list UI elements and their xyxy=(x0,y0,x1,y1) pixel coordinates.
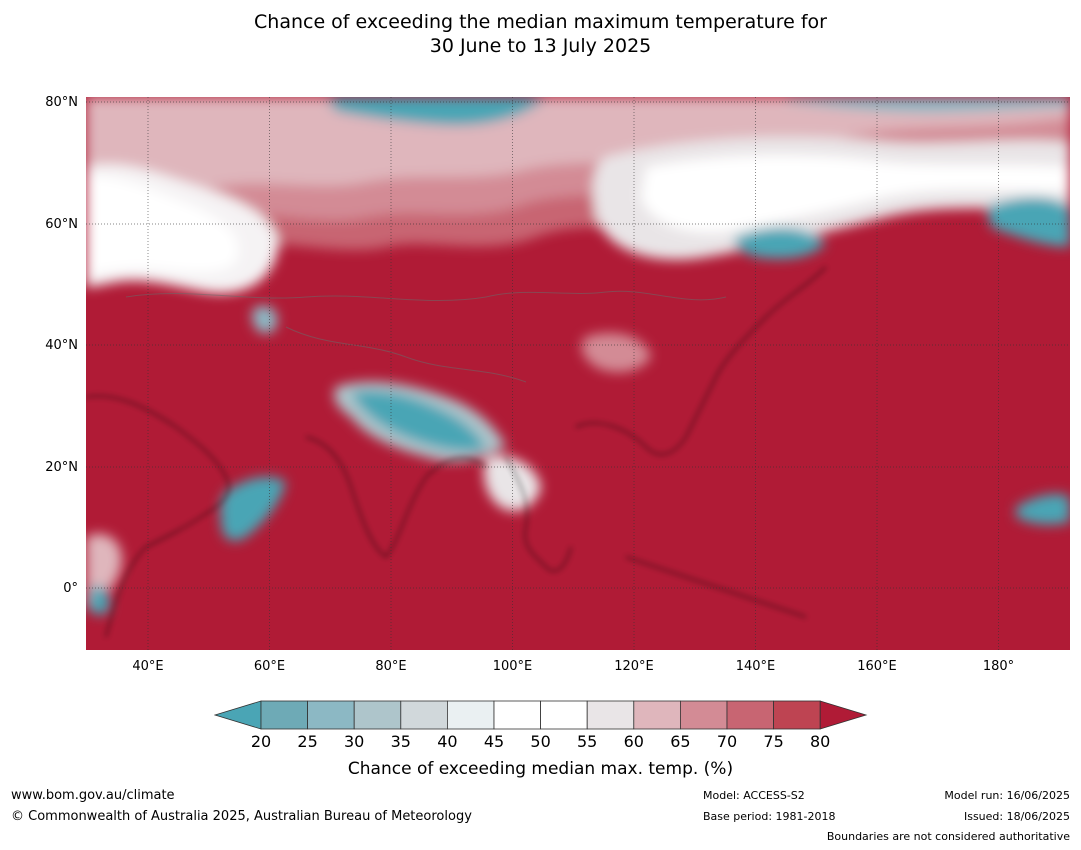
footer-base-period: Base period: 1981-2018 xyxy=(703,810,836,823)
colorbar-segment xyxy=(353,700,402,730)
colorbar-segment xyxy=(400,700,448,730)
colorbar-tick: 70 xyxy=(716,732,738,751)
colorbar-segment xyxy=(773,700,821,730)
colorbar xyxy=(214,700,868,730)
colorbar-arrow-high xyxy=(819,700,868,730)
colorbar-segment xyxy=(586,700,635,730)
x-label-140e: 140°E xyxy=(735,659,776,674)
colorbar-segment xyxy=(540,700,588,730)
colorbar-segment xyxy=(260,700,308,730)
footer-url[interactable]: www.bom.gov.au/climate xyxy=(11,788,175,803)
y-label-40n: 40°N xyxy=(45,338,78,353)
x-label-60e: 60°E xyxy=(253,659,286,674)
x-label-40e: 40°E xyxy=(132,659,164,674)
x-label-160e: 160°E xyxy=(857,659,897,674)
forecast-map xyxy=(86,97,1070,650)
footer-issued: Issued: 18/06/2025 xyxy=(963,810,1070,823)
x-label-80e: 80°E xyxy=(375,659,407,674)
y-label-20n: 20°N xyxy=(45,460,78,475)
coastlines xyxy=(86,266,827,638)
x-label-100e: 100°E xyxy=(492,659,533,674)
map-field xyxy=(86,97,1070,650)
colorbar-label: Chance of exceeding median max. temp. (%… xyxy=(347,759,734,779)
borders xyxy=(125,290,727,383)
colorbar-tick: 40 xyxy=(437,732,458,751)
footer-model: Model: ACCESS-S2 xyxy=(703,789,805,802)
colorbar-segment xyxy=(726,700,774,730)
colorbar-tick: 55 xyxy=(577,732,598,751)
colorbar-tick: 80 xyxy=(810,732,831,751)
colorbar-segment xyxy=(493,700,541,730)
colorbar-tick: 30 xyxy=(344,732,365,751)
colorbar-tick: 65 xyxy=(670,732,691,751)
map-title-line2: 30 June to 13 July 2025 xyxy=(429,35,652,57)
colorbar-tick: 20 xyxy=(250,732,272,751)
colorbar-tick: 60 xyxy=(623,732,644,751)
footer-boundaries: Boundaries are not considered authoritat… xyxy=(826,830,1070,843)
colorbar-tick: 45 xyxy=(483,732,505,751)
y-label-60n: 60°N xyxy=(45,217,78,232)
x-label-180: 180° xyxy=(982,659,1015,674)
colorbar-tick: 50 xyxy=(530,732,551,751)
footer-model-run: Model run: 16/06/2025 xyxy=(944,789,1070,802)
colorbar-tick: 25 xyxy=(297,732,318,751)
colorbar-arrow-low xyxy=(214,700,262,730)
y-label-80n: 80°N xyxy=(45,95,78,110)
colorbar-tick: 35 xyxy=(390,732,411,751)
y-label-0: 0° xyxy=(63,581,78,596)
colorbar-segment xyxy=(446,700,495,730)
colorbar-segment xyxy=(307,700,355,730)
footer-copyright: © Commonwealth of Australia 2025, Austra… xyxy=(11,809,472,824)
colorbar-segment xyxy=(633,700,681,730)
graticule xyxy=(86,97,1070,650)
colorbar-tick: 75 xyxy=(763,732,784,751)
x-label-120e: 120°E xyxy=(614,659,654,674)
map-title-line1: Chance of exceeding the median maximum t… xyxy=(254,11,827,33)
colorbar-segment xyxy=(679,700,728,730)
